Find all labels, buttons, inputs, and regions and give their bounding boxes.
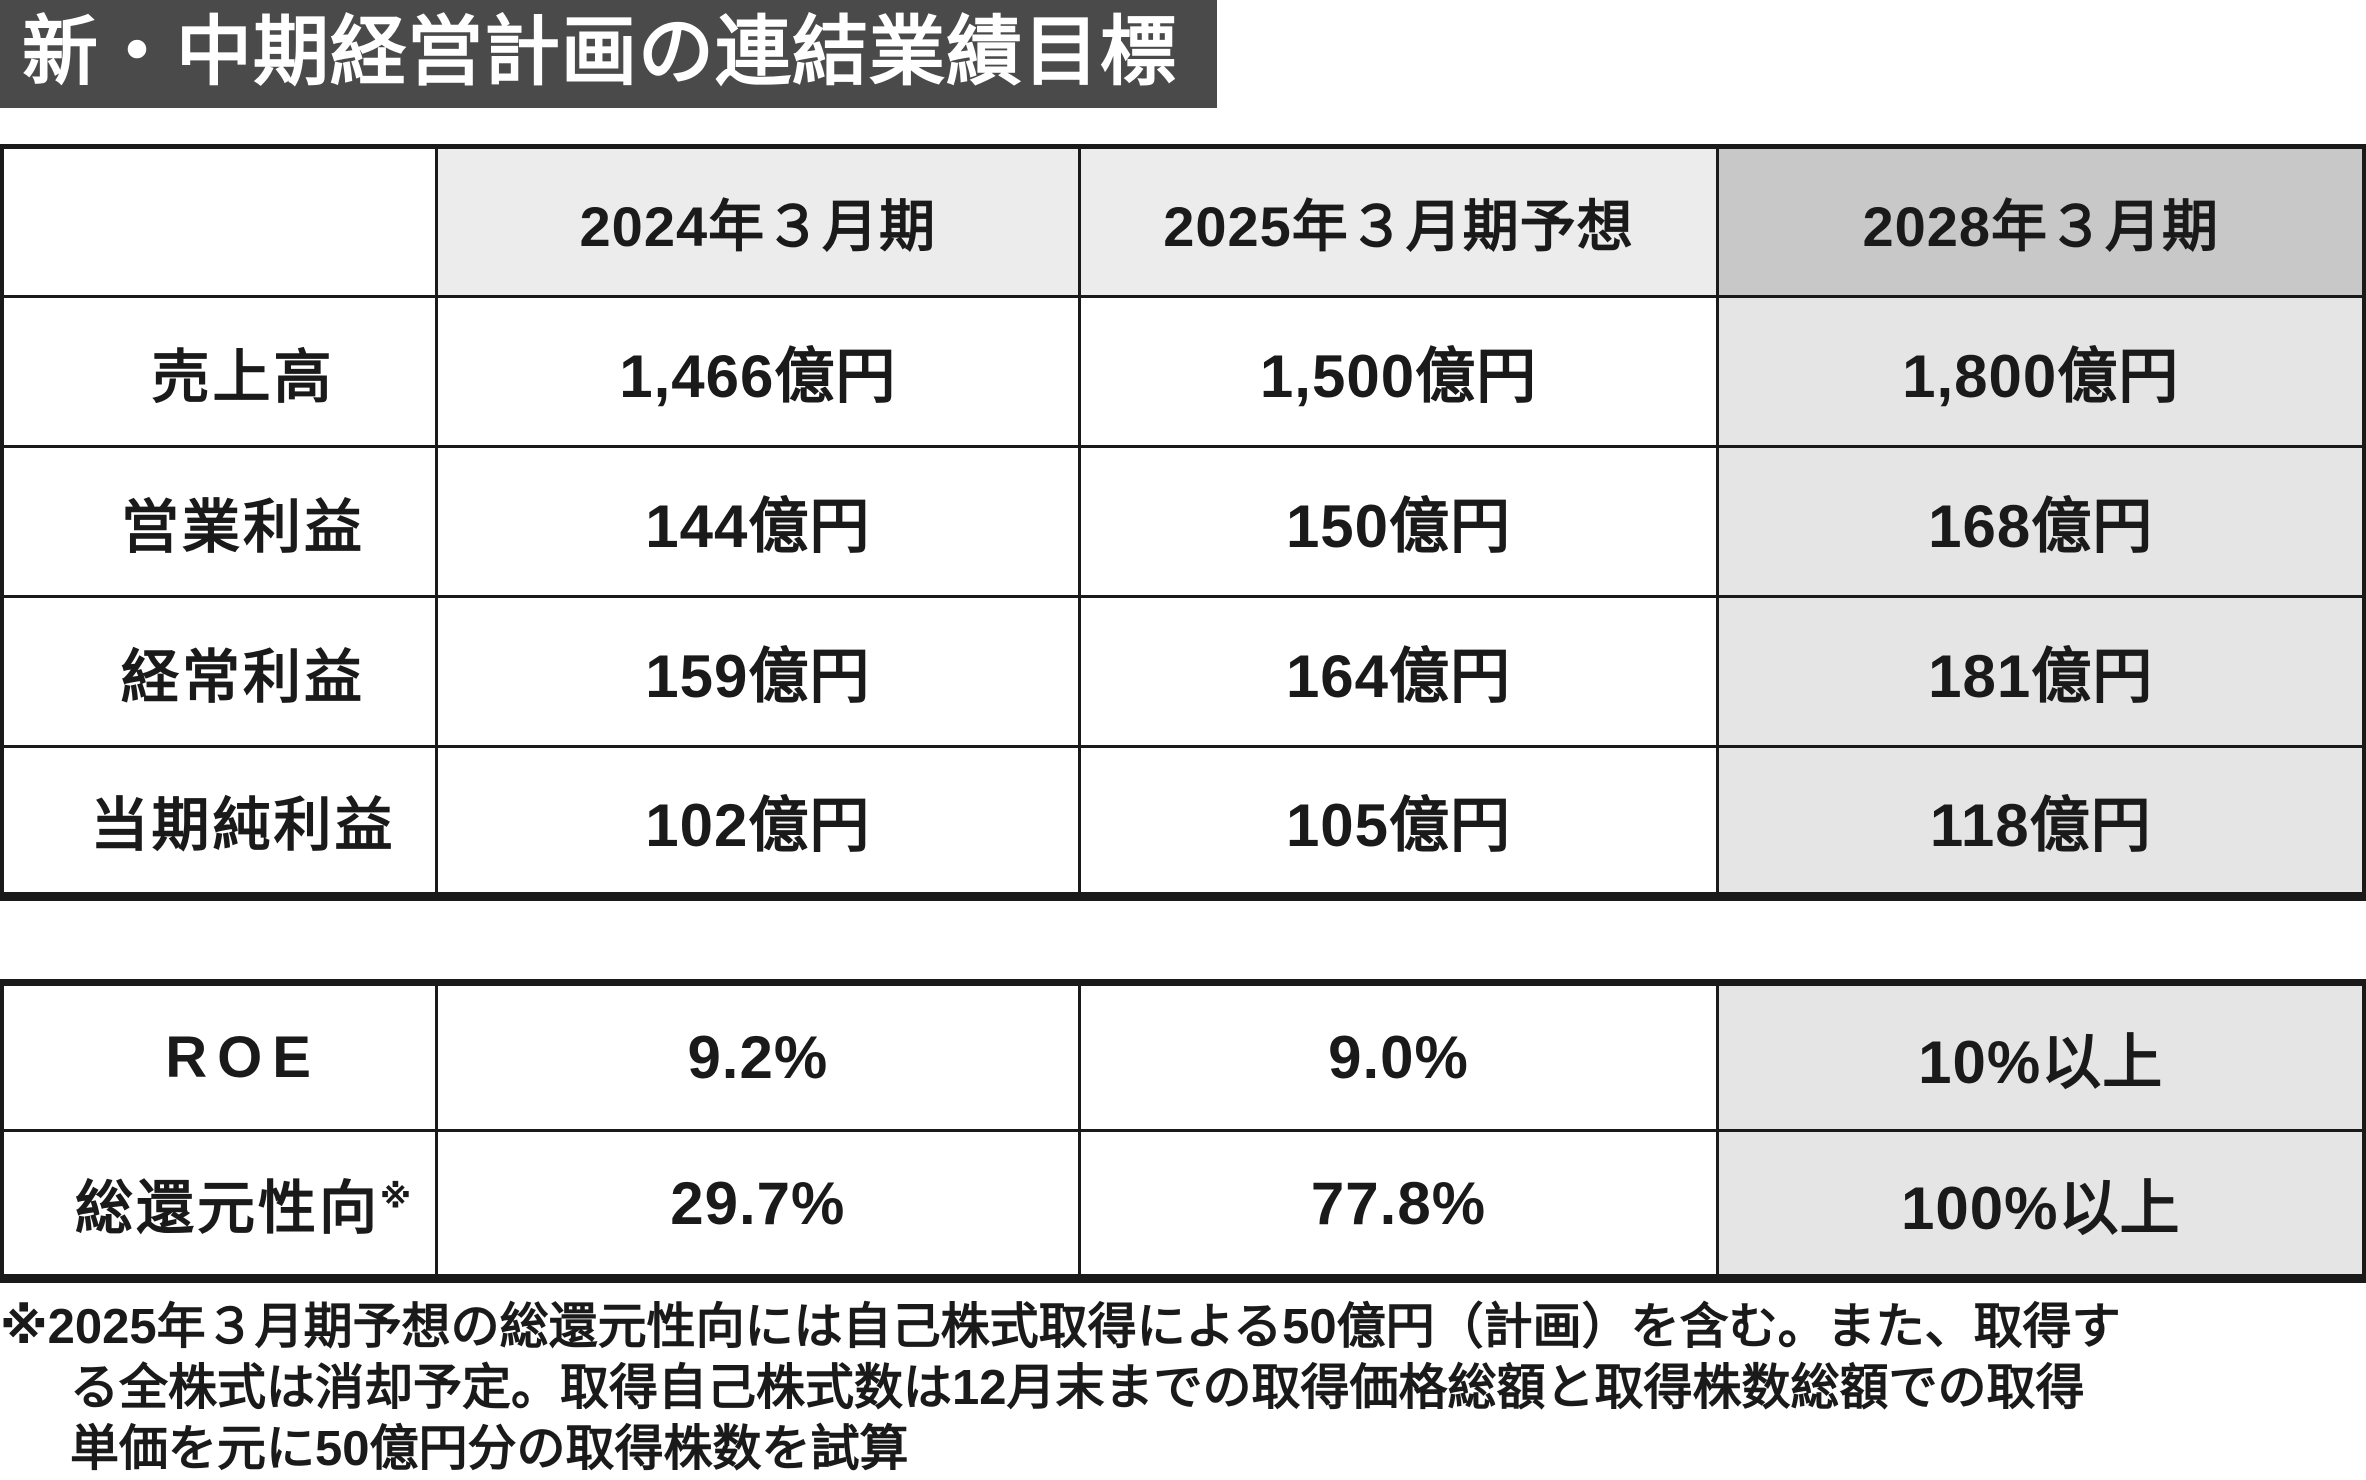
row-label-operating-profit: 営業利益 bbox=[0, 445, 439, 598]
total-return-ratio-text: 総還元性向 bbox=[75, 1176, 381, 1241]
header-fy2028-target: 2028年３月期 bbox=[1716, 145, 2366, 298]
table-row-operating-profit: 営業利益 144億円 150億円 168億円 bbox=[0, 445, 2366, 598]
row-label-revenue: 売上高 bbox=[0, 295, 439, 448]
value-net-profit-fy2028: 118億円 bbox=[1716, 745, 2366, 898]
value-ordinary-profit-fy2025: 164億円 bbox=[1077, 595, 1720, 748]
page-title-text: 新・中期経営計画の連結業績目標 bbox=[22, 10, 1177, 95]
value-operating-profit-fy2024: 144億円 bbox=[435, 445, 1081, 598]
header-fy2024: 2024年３月期 bbox=[435, 145, 1081, 298]
value-ordinary-profit-fy2028: 181億円 bbox=[1716, 595, 2366, 748]
value-roe-fy2024: 9.2% bbox=[435, 981, 1081, 1132]
value-total-return-fy2025: 77.8% bbox=[1077, 1129, 1720, 1280]
value-roe-fy2025: 9.0% bbox=[1077, 981, 1720, 1132]
value-revenue-fy2025: 1,500億円 bbox=[1077, 295, 1720, 448]
value-operating-profit-fy2025: 150億円 bbox=[1077, 445, 1720, 598]
footnote-line-3: 単価を元に50億円分の取得株数を試算 bbox=[70, 1422, 909, 1476]
footnote-reference-mark: ※ bbox=[380, 1178, 412, 1215]
value-ordinary-profit-fy2024: 159億円 bbox=[435, 595, 1081, 748]
page-title: 新・中期経営計画の連結業績目標 bbox=[0, 0, 1217, 108]
value-total-return-fy2024: 29.7% bbox=[435, 1129, 1081, 1280]
value-roe-fy2028: 10%以上 bbox=[1716, 981, 2366, 1132]
value-net-profit-fy2025: 105億円 bbox=[1077, 745, 1720, 898]
row-label-total-return-ratio: 総還元性向※ bbox=[0, 1129, 439, 1280]
footnote-line-2: る全株式は消却予定。取得自己株式数は12月末までの取得価格総額と取得株数総額での… bbox=[70, 1361, 2085, 1415]
value-net-profit-fy2024: 102億円 bbox=[435, 745, 1081, 898]
value-revenue-fy2024: 1,466億円 bbox=[435, 295, 1081, 448]
value-revenue-fy2028: 1,800億円 bbox=[1716, 295, 2366, 448]
value-operating-profit-fy2028: 168億円 bbox=[1716, 445, 2366, 598]
header-fy2025-forecast: 2025年３月期予想 bbox=[1077, 145, 1720, 298]
row-label-roe: ROE bbox=[0, 981, 439, 1132]
performance-targets-table: 2024年３月期 2025年３月期予想 2028年３月期 売上高 1,466億円… bbox=[0, 144, 2366, 901]
table-header-row: 2024年３月期 2025年３月期予想 2028年３月期 bbox=[0, 145, 2366, 298]
table-row-total-return-ratio: 総還元性向※ 29.7% 77.8% 100%以上 bbox=[0, 1129, 2366, 1280]
table-row-ordinary-profit: 経常利益 159億円 164億円 181億円 bbox=[0, 595, 2366, 748]
row-label-net-profit: 当期純利益 bbox=[0, 745, 439, 898]
footnote-line-1: ※2025年３月期予想の総還元性向には自己株式取得による50億円（計画）を含む。… bbox=[0, 1300, 2121, 1354]
row-label-ordinary-profit: 経常利益 bbox=[0, 595, 439, 748]
ratio-table: ROE 9.2% 9.0% 10%以上 総還元性向※ 29.7% 77.8% 1… bbox=[0, 979, 2366, 1283]
header-blank-cell bbox=[0, 145, 439, 298]
footnote: ※2025年３月期予想の総還元性向には自己株式取得による50億円（計画）を含む。… bbox=[0, 1297, 2366, 1480]
value-total-return-fy2028: 100%以上 bbox=[1716, 1129, 2366, 1280]
table-row-revenue: 売上高 1,466億円 1,500億円 1,800億円 bbox=[0, 295, 2366, 448]
table-row-net-profit: 当期純利益 102億円 105億円 118億円 bbox=[0, 745, 2366, 898]
table-row-roe: ROE 9.2% 9.0% 10%以上 bbox=[0, 981, 2366, 1132]
